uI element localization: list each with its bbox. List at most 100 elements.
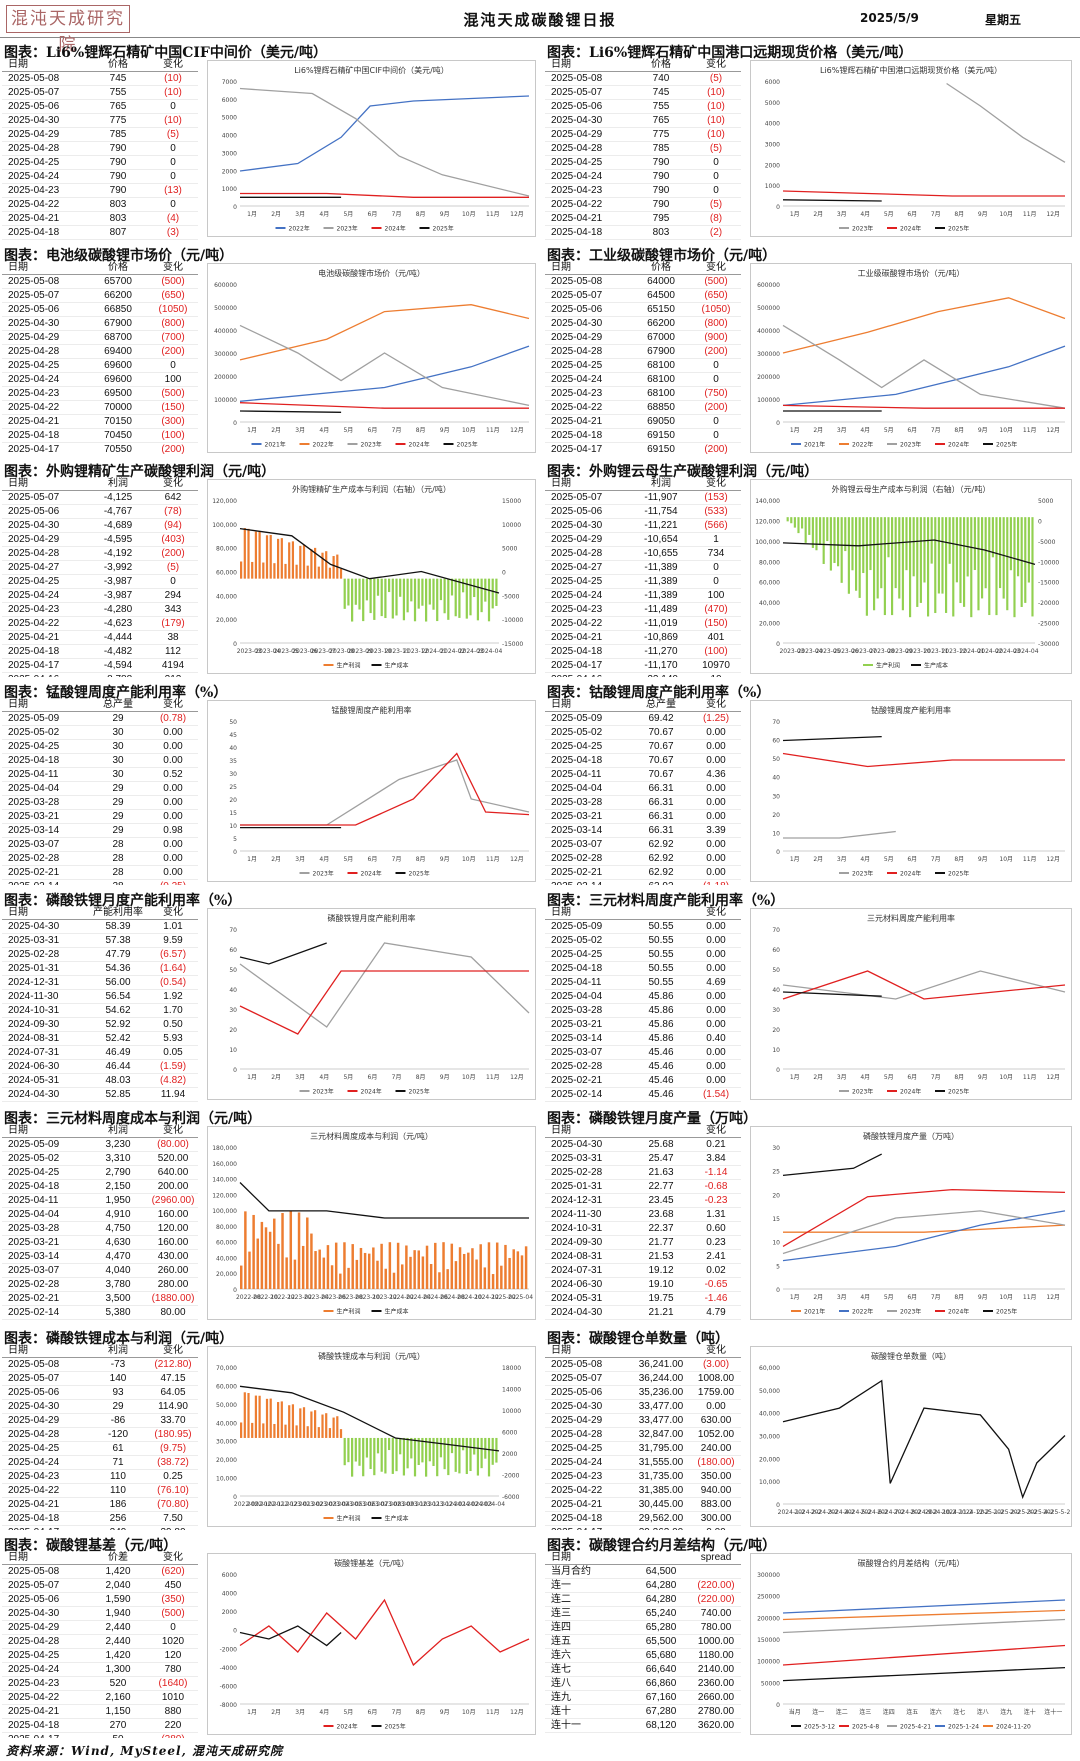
y-tick-label: 40 <box>772 987 780 994</box>
table-cell: 70450 <box>88 428 148 443</box>
table-cell: -4,192 <box>88 546 148 561</box>
table-cell: 1.31 <box>691 1207 741 1222</box>
x-tick-label: 2023-09 <box>389 1501 414 1508</box>
bar <box>380 1437 383 1472</box>
x-tick-label: 6月 <box>368 427 378 434</box>
table-row: 2025-04-29 2,440 0 <box>2 1620 198 1635</box>
table-cell: 2025-04-24 <box>545 588 631 603</box>
table-cell: 2,150 <box>88 1179 148 1194</box>
table-cell: 2025-04-28 <box>2 1427 88 1442</box>
table-cell: (10) <box>691 113 741 128</box>
column-header: 变化 <box>691 477 741 491</box>
legend-label: 2025-1-24 <box>948 1724 979 1731</box>
x-tick-label: 7月 <box>392 427 402 434</box>
table-row: 连二 64,280 (220.00) <box>545 1592 741 1607</box>
table-cell: 52.42 <box>88 1031 148 1046</box>
bar <box>790 517 793 524</box>
table-cell: 110 <box>88 1469 148 1484</box>
column-header: 价格 <box>88 58 148 72</box>
data-panel: 图表：三元材料周度成本与利润（元/吨） 日期 利润 变化 2025-05-09 3,230… <box>2 1106 540 1323</box>
table-cell: 260.00 <box>148 1263 198 1278</box>
table-row: 2025-03-07 4,040 260.00 <box>2 1263 198 1278</box>
bar <box>837 517 840 567</box>
y-tick-label: 50,000 <box>759 1388 780 1395</box>
table-cell: 883.00 <box>691 1497 741 1512</box>
series-line <box>782 735 882 742</box>
table-cell: 2025-04-21 <box>545 1497 631 1512</box>
bar <box>281 1213 284 1289</box>
legend-label: 2025年 <box>457 441 478 449</box>
table-cell: 790 <box>88 155 148 170</box>
table-cell: 47.15 <box>148 1371 198 1386</box>
chart: 碳酸锂仓单数量（吨） 60,000 50,000 40,000 30,000 20,000… <box>750 1346 1072 1527</box>
table-row: 2025-04-22 790 (5) <box>545 197 741 212</box>
y-tick-label: 20,000 <box>759 1456 780 1463</box>
x-tick-label: 2024-8-2 <box>894 1509 921 1516</box>
table-row: 2025-04-17 -4,594 4194 <box>2 658 198 673</box>
bar <box>410 1437 413 1459</box>
bar <box>970 517 973 618</box>
table-row: 2025-04-22 31,385.00 940.00 <box>545 1483 741 1498</box>
bar <box>269 1398 272 1438</box>
table-cell: 2025-04-28 <box>2 141 88 156</box>
table-row: 2025-05-06 66850 (1050) <box>2 302 198 317</box>
table-cell: 2025-02-28 <box>2 1277 88 1292</box>
table-cell: 2025-05-07 <box>2 490 88 505</box>
x-tick-label: 2024-08 <box>440 1294 465 1301</box>
x-tick-label: 2024-4-2 <box>827 1509 854 1516</box>
legend-label: 2023年 <box>852 1088 873 1096</box>
table-cell: 36,244.00 <box>631 1371 691 1386</box>
table-row: 2024-09-30 52.92 0.50 <box>2 1017 198 1032</box>
table-cell: 0.00 <box>691 795 741 810</box>
table-cell: 0 <box>148 574 198 589</box>
table-cell: (220.00) <box>691 1592 741 1607</box>
bar <box>322 1257 326 1289</box>
x-tick-label: 2024-12-2 <box>958 1509 989 1516</box>
table-cell: 10970 <box>691 658 741 673</box>
y-tick-label: 600000 <box>757 282 780 289</box>
table-cell: 连一 <box>545 1578 631 1593</box>
table-cell: 2025-04-23 <box>545 602 631 617</box>
x-tick-label: 8月 <box>954 1294 964 1301</box>
y-tick-label: 1000 <box>222 186 237 193</box>
chart: 碳酸锂基差（元/吨） 6000 4000 2000 0 -2000 -4000 -6000 -8… <box>207 1553 536 1735</box>
bar <box>297 1212 301 1289</box>
table-row: 2025-05-07 755 (10) <box>2 85 198 100</box>
table-row: 2024-11-30 56.54 1.92 <box>2 989 198 1004</box>
bar <box>454 1437 457 1472</box>
table-cell: 69500 <box>88 386 148 401</box>
bar <box>520 1255 524 1289</box>
table-cell: 2025-02-14 <box>545 879 631 885</box>
x-tick-label: 6月 <box>368 856 378 863</box>
table-cell: 2025-04-18 <box>2 1179 88 1194</box>
data-table: 日期 产能利用率 变化 2025-04-30 58.39 1.01 2025-03-31 57… <box>2 906 198 1102</box>
table-cell: 69400 <box>88 344 148 359</box>
x-tick-label: 1月 <box>247 856 257 863</box>
bar <box>1027 517 1030 583</box>
data-panel: 图表：磷酸铁锂月度产量（万吨） 日期 变化 2025-04-30 25.68 0.21 20… <box>545 1106 1076 1323</box>
legend-label: 2024年 <box>900 1088 921 1096</box>
panel-title: 图表：外购锂精矿生产碳酸锂利润（元/吨） <box>4 464 276 480</box>
y-tick-label: 3000 <box>765 142 780 149</box>
column-header <box>631 1551 691 1565</box>
bar <box>833 517 836 563</box>
data-table: 日期 利润 变化 2025-05-09 3,230 (80.00) 2025-05-02 3,… <box>2 1124 198 1320</box>
table-row: 2025-05-08 1,420 (620) <box>2 1564 198 1579</box>
table-row: 2024-04-30 21.21 4.79 <box>545 1305 741 1320</box>
panel-title: 图表：碳酸锂合约月差结构（元/吨） <box>547 1538 777 1554</box>
table-cell: 775 <box>631 127 691 142</box>
bar <box>299 1408 302 1438</box>
table-cell: 0.00 <box>691 919 741 934</box>
table-cell: 连十一 <box>545 1718 631 1733</box>
bar <box>467 1252 470 1289</box>
x-tick-label: 2023-08 <box>376 1501 401 1508</box>
table-cell: 56.00 <box>88 975 148 990</box>
table-cell: (94) <box>148 518 198 533</box>
table-cell: 2025-05-06 <box>2 99 88 114</box>
table-cell: 2025-05-08 <box>545 71 631 86</box>
bar <box>269 534 272 579</box>
x-tick-label: 10月 <box>462 1074 476 1081</box>
table-cell: 2025-03-14 <box>545 823 631 838</box>
table-cell: 45.46 <box>631 1073 691 1088</box>
table-cell: 66,860 <box>631 1676 691 1691</box>
